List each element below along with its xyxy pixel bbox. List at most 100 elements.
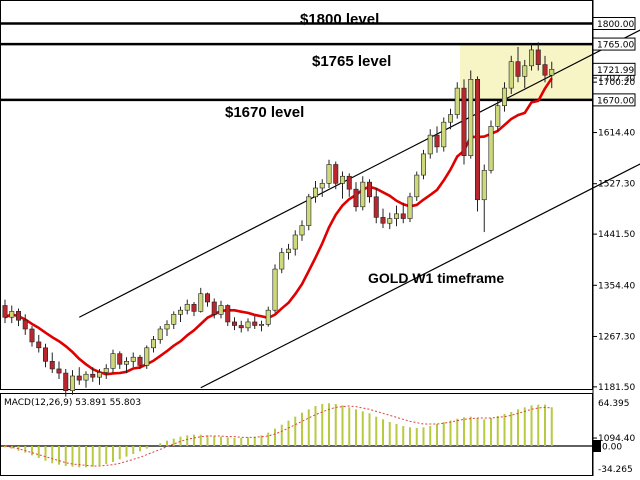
- candle: [528, 44, 534, 71]
- candle-body: [49, 361, 55, 370]
- candle: [346, 173, 352, 197]
- candle: [49, 352, 55, 374]
- candle: [29, 326, 35, 347]
- candle: [9, 305, 15, 324]
- candle-body: [232, 321, 238, 326]
- candle: [461, 79, 467, 165]
- candle-body: [265, 309, 271, 325]
- candle-body: [292, 234, 298, 250]
- price-tick-label: 1267.30: [598, 332, 635, 342]
- candle: [312, 180, 318, 203]
- current-price-tag-text: 1721.99: [597, 66, 634, 76]
- timeframe-watermark: GOLD W1 timeframe: [368, 270, 504, 286]
- candle: [441, 117, 447, 152]
- candle-body: [9, 311, 15, 318]
- candle-body: [387, 218, 393, 224]
- candle: [103, 364, 109, 379]
- candle: [110, 349, 116, 374]
- candle-body: [97, 372, 103, 378]
- price-tick-label: 1707.30: [598, 74, 635, 84]
- price-tick-label: 1441.50: [598, 230, 635, 240]
- candle-body: [198, 293, 204, 312]
- candle: [454, 82, 460, 119]
- candle-body: [22, 319, 28, 330]
- candle: [144, 345, 150, 369]
- candle-body: [76, 375, 82, 381]
- level-tag-1765-box: [592, 37, 636, 51]
- candle-body: [488, 126, 494, 171]
- candle: [549, 61, 555, 89]
- level-1765-label: $1765 level: [312, 53, 391, 70]
- candle-body: [447, 114, 453, 123]
- candle: [130, 352, 136, 368]
- candle: [2, 299, 8, 324]
- candle-body: [15, 311, 21, 321]
- candle: [198, 287, 204, 313]
- candle: [481, 164, 487, 233]
- candle-body: [137, 356, 143, 366]
- candle: [22, 314, 28, 335]
- candle: [164, 320, 170, 337]
- candle: [232, 317, 238, 331]
- price-tick-label: 1354.40: [598, 281, 635, 291]
- candle: [306, 193, 312, 231]
- candle-body: [124, 361, 130, 365]
- candle-body: [117, 353, 123, 365]
- candle-body: [326, 164, 332, 184]
- candle-body: [468, 79, 474, 156]
- candle-body: [414, 174, 420, 198]
- candle: [70, 370, 76, 395]
- candle-body: [171, 314, 177, 325]
- candle-body: [191, 304, 197, 312]
- candle: [97, 368, 103, 385]
- candle-body: [441, 121, 447, 148]
- candle-body: [495, 105, 501, 127]
- candle: [151, 336, 157, 353]
- candle: [495, 101, 501, 133]
- candle: [468, 70, 474, 159]
- candle: [258, 320, 264, 332]
- candle-body: [353, 188, 359, 208]
- price-tick-label: 1094.40: [598, 434, 635, 444]
- level-1800-label: $1800 level: [300, 11, 379, 28]
- candle: [387, 212, 393, 230]
- level-tag-1765-text: 1765.00: [597, 41, 634, 51]
- candle-body: [333, 164, 339, 184]
- price-tick-label: 1700.20: [598, 78, 635, 88]
- candle: [184, 299, 190, 315]
- candle: [225, 304, 231, 327]
- level-tag-1800-text: 1800.00: [597, 20, 634, 30]
- candle-body: [279, 252, 285, 270]
- candle: [238, 320, 244, 333]
- candle: [407, 192, 413, 223]
- candle-body: [454, 87, 460, 115]
- candle: [252, 316, 258, 329]
- candle-body: [252, 321, 258, 326]
- candle-body: [319, 183, 325, 189]
- channel-lower-line: [200, 163, 640, 389]
- candle: [279, 247, 285, 274]
- candle-body: [144, 347, 150, 366]
- candle-body: [272, 268, 278, 311]
- candle: [501, 82, 507, 112]
- level-1670-label: $1670 level: [225, 104, 304, 121]
- candle-body: [63, 372, 69, 391]
- candle: [265, 306, 271, 327]
- candle: [333, 161, 339, 190]
- candle: [535, 42, 541, 71]
- candle-body: [29, 328, 35, 343]
- candle-body: [508, 61, 514, 89]
- candle-body: [366, 181, 372, 198]
- candle-body: [535, 49, 541, 65]
- macd-signal-line: [4, 405, 552, 467]
- macd-indicator-label: MACD(12,26,9) 53.891 55.803: [4, 398, 141, 408]
- candle-body: [528, 49, 534, 67]
- candle: [515, 47, 521, 83]
- candle-body: [258, 323, 264, 326]
- current-price-tag-box: [592, 62, 636, 76]
- macd-zero-marker: [593, 440, 601, 452]
- candle: [353, 182, 359, 212]
- candle: [36, 334, 42, 353]
- candle: [191, 301, 197, 317]
- candle: [366, 179, 372, 203]
